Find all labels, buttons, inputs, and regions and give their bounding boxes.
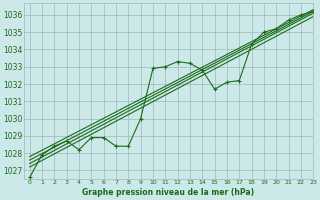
X-axis label: Graphe pression niveau de la mer (hPa): Graphe pression niveau de la mer (hPa) [82, 188, 254, 197]
